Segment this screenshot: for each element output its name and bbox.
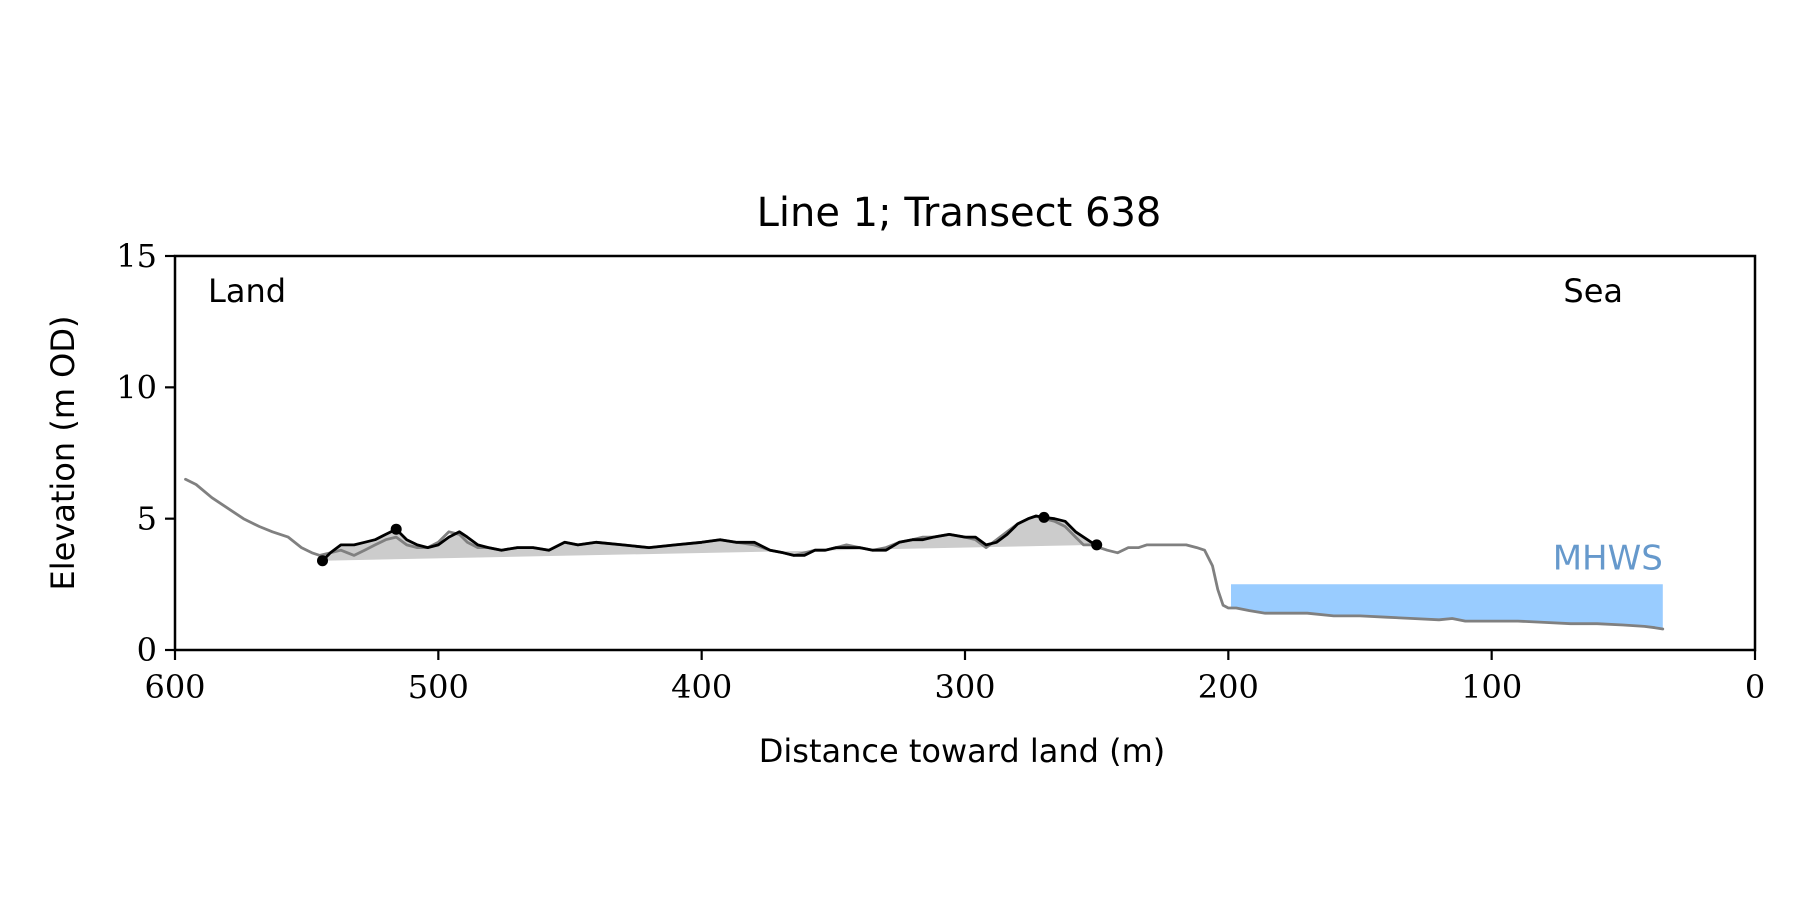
dune-marker-4 [1091,539,1103,551]
dune-marker-1 [317,555,328,567]
land-label: Land [208,272,286,310]
x-tick-label: 500 [408,668,469,706]
x-tick-label: 400 [671,668,732,706]
y-tick-label: 0 [137,631,157,669]
y-tick-label: 5 [137,500,157,538]
mhws-label: MHWS [1553,538,1663,578]
dune-fill-area [322,516,1097,561]
y-axis-label: Elevation (m OD) [44,316,82,591]
x-tick-label: 100 [1461,668,1522,706]
dune-marker-2 [390,523,402,535]
x-tick-label: 0 [1745,668,1765,706]
plot-area: MHWS [184,477,1665,631]
x-tick-label: 600 [144,668,205,706]
dune-marker-3 [1038,511,1050,523]
x-tick-label: 300 [934,668,995,706]
y-axis: 0 5 10 15 [116,237,175,669]
mhws-band [1231,584,1663,629]
y-tick-label: 15 [116,237,157,275]
sea-label: Sea [1563,272,1623,310]
profile-line [184,477,1665,631]
dune-profile-line [321,514,1099,563]
x-axis: 600 500 400 300 200 100 0 [144,650,1765,706]
x-tick-label: 200 [1198,668,1259,706]
x-axis-label: Distance toward land (m) [759,732,1165,770]
chart-title: Line 1; Transect 638 [757,190,1162,236]
y-tick-label: 10 [116,368,157,406]
